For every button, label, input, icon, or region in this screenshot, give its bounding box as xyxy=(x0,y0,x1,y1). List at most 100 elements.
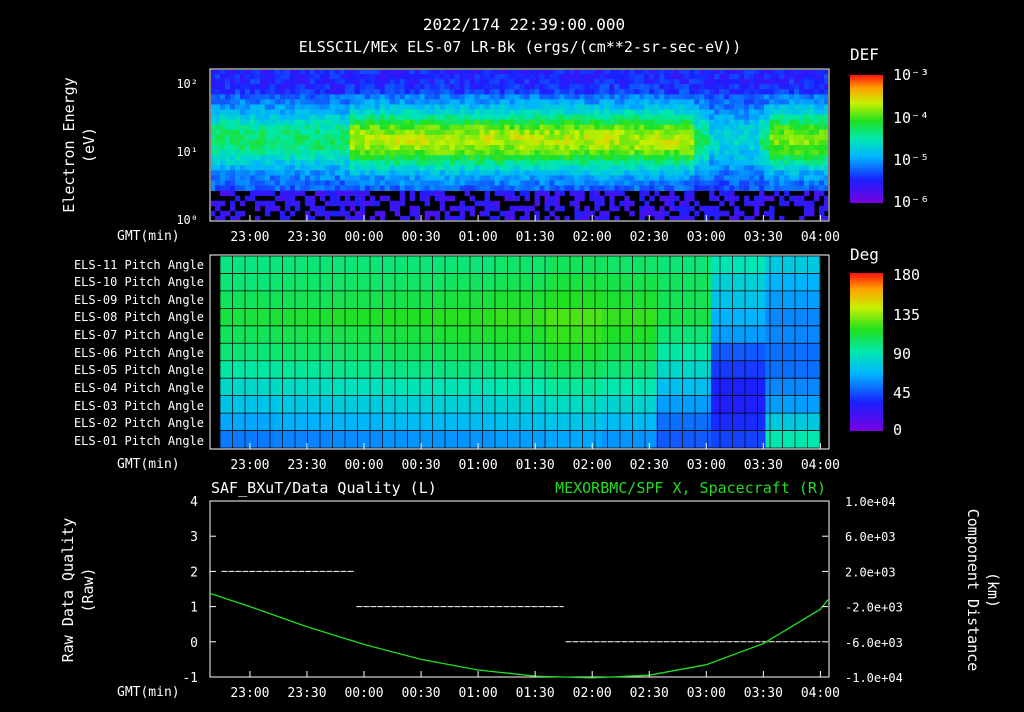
spectrogram-cell xyxy=(739,150,745,156)
spectrogram-cell xyxy=(749,109,755,115)
spectrogram-cell xyxy=(214,124,221,131)
spectrogram-cell xyxy=(269,190,276,197)
spectrogram-cell xyxy=(534,89,540,95)
spectrogram-cell xyxy=(779,94,785,100)
right-y-axis: 1.0e+046.0e+032.0e+03-2.0e+03-6.0e+03-1.… xyxy=(822,495,903,685)
spectrogram-cell xyxy=(544,155,550,161)
spectrogram-cell xyxy=(624,114,630,121)
spectrogram-cell xyxy=(694,84,700,90)
spectrogram-cell xyxy=(539,160,545,166)
spectrogram-cell xyxy=(719,170,725,176)
spectrogram-cell xyxy=(559,170,565,176)
spectrogram-cell xyxy=(374,79,381,85)
spectrogram-cell xyxy=(694,104,700,110)
spectrogram-cell xyxy=(299,134,306,141)
spectrogram-cell xyxy=(659,109,665,115)
spectrogram-cell xyxy=(659,119,665,126)
spectrogram-cell xyxy=(429,134,436,141)
spectrogram-cell xyxy=(539,124,545,131)
spectrogram-cell xyxy=(584,70,590,75)
spectrogram-cell xyxy=(809,79,815,85)
pitch-angle-cell xyxy=(220,290,276,309)
spectrogram-cell xyxy=(519,205,525,212)
spectrogram-cell xyxy=(824,165,828,171)
spectrogram-cell xyxy=(249,165,256,171)
spectrogram-cell xyxy=(234,104,241,110)
spectrogram-cell xyxy=(404,104,411,110)
pitch-angle-cell xyxy=(438,360,494,379)
spectrogram-cell xyxy=(684,170,690,176)
time-tick-label: 00:00 xyxy=(344,686,383,701)
spectrogram-cell xyxy=(519,215,525,220)
spectrogram-cell xyxy=(469,84,475,90)
spectrogram-cell xyxy=(784,150,790,156)
spectrogram-cell xyxy=(514,170,520,176)
right-y-label-line2: (km) xyxy=(984,572,1002,608)
spectrogram-cell xyxy=(779,200,785,207)
spectrogram-cell xyxy=(644,200,650,207)
spectrogram-cell xyxy=(359,150,366,156)
spectrogram-cell xyxy=(211,175,216,181)
spectrogram-cell xyxy=(304,165,311,171)
spectrogram-cell xyxy=(819,190,825,197)
spectrogram-cell xyxy=(569,124,575,131)
spectrogram-cell xyxy=(534,165,540,171)
spectrogram-cell xyxy=(659,215,665,220)
spectrogram-cell xyxy=(369,79,376,85)
spectrogram-cell xyxy=(664,170,670,176)
spectrogram-cell xyxy=(569,70,575,75)
spectrogram-cell xyxy=(659,210,665,217)
spectrogram-cell xyxy=(674,104,680,110)
spectrogram-cell xyxy=(274,160,281,166)
spectrogram-cell xyxy=(669,74,675,80)
spectrogram-cell xyxy=(424,74,431,80)
spectrogram-cell xyxy=(524,114,530,121)
spectrogram-cell xyxy=(644,129,650,136)
spectrogram-cell xyxy=(719,114,725,121)
spectrogram-cell xyxy=(284,134,291,141)
spectrogram-cell xyxy=(724,109,730,115)
spectrogram-cell xyxy=(459,139,465,146)
spectrogram-cell xyxy=(519,155,525,161)
spectrogram-cell xyxy=(544,84,550,90)
spectrogram-cell xyxy=(744,104,750,110)
spectrogram-cell xyxy=(634,139,640,146)
spectrogram-cell xyxy=(324,74,331,80)
pitch-angle-cell xyxy=(329,325,385,344)
spectrogram-y-axis: 10² 10¹ 10⁰ xyxy=(176,77,198,227)
spectrogram-cell xyxy=(244,129,251,136)
time-tick-label: 03:30 xyxy=(744,458,783,473)
spectrogram-cell xyxy=(614,94,620,100)
spectrogram-cell xyxy=(429,139,436,146)
spectrogram-cell xyxy=(674,145,680,151)
spectrogram-cell xyxy=(219,99,226,105)
spectrogram-cell xyxy=(339,74,346,80)
spectrogram-cell xyxy=(394,114,401,121)
spectrogram-cell xyxy=(674,205,680,212)
spectrogram-cell xyxy=(584,74,590,80)
spectrogram-cell xyxy=(434,114,441,121)
spectrogram-cell xyxy=(519,124,525,131)
spectrogram-cell xyxy=(579,195,585,202)
spectrogram-cell xyxy=(249,124,256,131)
spectrogram-cell xyxy=(444,215,451,220)
spectrogram-cell xyxy=(589,160,595,166)
spectrogram-cell xyxy=(394,124,401,131)
spectrogram-cell xyxy=(634,145,640,151)
spectrogram-cell xyxy=(509,74,515,80)
spectrogram-cell xyxy=(254,200,261,207)
spectrogram-cell xyxy=(289,139,296,146)
spectrogram-cell xyxy=(759,134,765,141)
spectrogram-cell xyxy=(659,145,665,151)
spectrogram-cell xyxy=(234,99,241,105)
spectrogram-cell xyxy=(509,190,515,197)
spectrogram-cell xyxy=(669,109,675,115)
spectrogram-cell xyxy=(364,94,371,100)
spectrogram-cell xyxy=(799,129,805,136)
spectrogram-cell xyxy=(749,99,755,105)
spectrogram-cell xyxy=(474,114,480,121)
spectrogram-cell xyxy=(279,210,286,217)
spectrogram-cell xyxy=(439,180,446,186)
time-tick-label: 02:00 xyxy=(573,230,612,245)
spectrogram-cell xyxy=(759,114,765,121)
